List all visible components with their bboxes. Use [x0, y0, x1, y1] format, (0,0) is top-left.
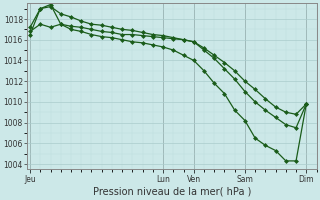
X-axis label: Pression niveau de la mer( hPa ): Pression niveau de la mer( hPa )	[92, 187, 251, 197]
